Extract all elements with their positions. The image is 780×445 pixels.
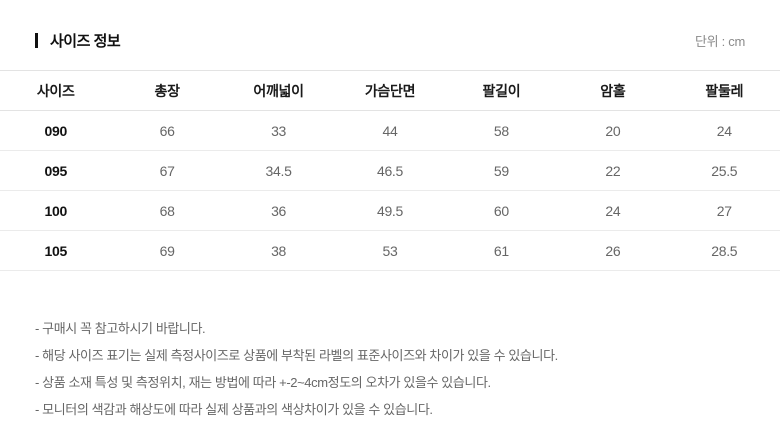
- measurement-value: 36: [271, 202, 287, 219]
- measurement-value: 38: [271, 242, 287, 259]
- table-header-row: 사이즈 총장 어깨넓이 가슴단면 팔길이 암홀 팔둘레: [0, 71, 780, 111]
- table-row: 105 69 38 53 61 26 28.5: [0, 231, 780, 271]
- size-value: 105: [44, 242, 67, 259]
- measurement-value: 49.5: [376, 202, 404, 219]
- unit-label: 단위 : cm: [695, 34, 745, 49]
- measurement-value: 67: [159, 162, 175, 179]
- column-header-size: 사이즈: [36, 82, 75, 99]
- table-row: 090 66 33 44 58 20 24: [0, 111, 780, 151]
- measurement-value: 26: [605, 242, 621, 259]
- measurement-value: 20: [605, 122, 621, 139]
- measurement-value: 24: [716, 122, 732, 139]
- size-value: 095: [44, 162, 67, 179]
- measurement-value: 68: [159, 202, 175, 219]
- measurement-value: 24: [605, 202, 621, 219]
- size-value: 100: [44, 202, 67, 219]
- measurement-value: 66: [159, 122, 175, 139]
- column-header-arm-circumference: 팔둘레: [705, 82, 744, 99]
- measurement-value: 22: [605, 162, 621, 179]
- measurement-value: 61: [493, 242, 509, 259]
- measurement-value: 25.5: [711, 162, 738, 179]
- section-header: 사이즈 정보 단위 : cm: [0, 0, 780, 51]
- note-line: - 해당 사이즈 표기는 실제 측정사이즈로 상품에 부착된 라벨의 표준사이즈…: [35, 348, 558, 363]
- measurement-value: 28.5: [711, 242, 738, 259]
- size-notes: - 구매시 꼭 참고하시기 바랍니다. - 해당 사이즈 표기는 실제 측정사이…: [35, 315, 745, 423]
- column-header-shoulder-width: 어깨넓이: [253, 82, 304, 99]
- page-title: 사이즈 정보: [50, 33, 121, 50]
- measurement-value: 34.5: [265, 162, 292, 179]
- column-header-chest: 가슴단면: [364, 82, 416, 99]
- measurement-value: 33: [271, 122, 287, 139]
- note-line: - 상품 소재 특성 및 측정위치, 재는 방법에 따라 +-2~4cm정도의 …: [35, 375, 491, 390]
- column-header-total-length: 총장: [154, 82, 180, 99]
- size-table: 사이즈 총장 어깨넓이 가슴단면 팔길이 암홀 팔둘레 090 66 33 44…: [0, 70, 780, 271]
- column-header-arm-length: 팔길이: [482, 82, 521, 99]
- column-header-armhole: 암홀: [600, 82, 626, 99]
- measurement-value: 53: [382, 242, 398, 259]
- measurement-value: 46.5: [376, 162, 404, 179]
- measurement-value: 59: [493, 162, 509, 179]
- measurement-value: 69: [159, 242, 175, 259]
- section-title-wrap: 사이즈 정보: [35, 30, 121, 51]
- title-accent-bar: [35, 33, 38, 48]
- measurement-value: 44: [382, 122, 398, 139]
- size-value: 090: [44, 122, 67, 139]
- note-line: - 모니터의 색감과 해상도에 따라 실제 상품과의 색상차이가 있을 수 있습…: [35, 402, 433, 417]
- table-row: 095 67 34.5 46.5 59 22 25.5: [0, 151, 780, 191]
- measurement-value: 27: [716, 202, 732, 219]
- table-row: 100 68 36 49.5 60 24 27: [0, 191, 780, 231]
- measurement-value: 60: [493, 202, 509, 219]
- note-line: - 구매시 꼭 참고하시기 바랍니다.: [35, 321, 206, 336]
- measurement-value: 58: [493, 122, 509, 139]
